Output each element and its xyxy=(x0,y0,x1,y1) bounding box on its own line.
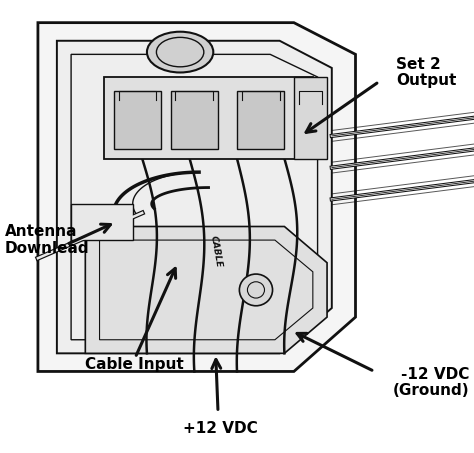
Polygon shape xyxy=(85,226,327,353)
Circle shape xyxy=(239,274,273,306)
Text: Cable Input: Cable Input xyxy=(85,357,184,372)
Polygon shape xyxy=(57,41,332,353)
Text: -12 VDC
(Ground): -12 VDC (Ground) xyxy=(392,367,469,398)
Text: Antenna
Downlead: Antenna Downlead xyxy=(5,225,90,255)
Text: +12 VDC: +12 VDC xyxy=(183,420,258,436)
FancyBboxPatch shape xyxy=(171,91,218,149)
FancyBboxPatch shape xyxy=(294,77,327,159)
Text: Set 2
Output: Set 2 Output xyxy=(396,57,456,88)
Polygon shape xyxy=(38,23,356,371)
FancyBboxPatch shape xyxy=(114,91,161,149)
Polygon shape xyxy=(71,204,133,240)
Text: CABLE: CABLE xyxy=(209,235,223,268)
FancyBboxPatch shape xyxy=(237,91,284,149)
Ellipse shape xyxy=(147,32,213,72)
FancyBboxPatch shape xyxy=(104,77,313,159)
